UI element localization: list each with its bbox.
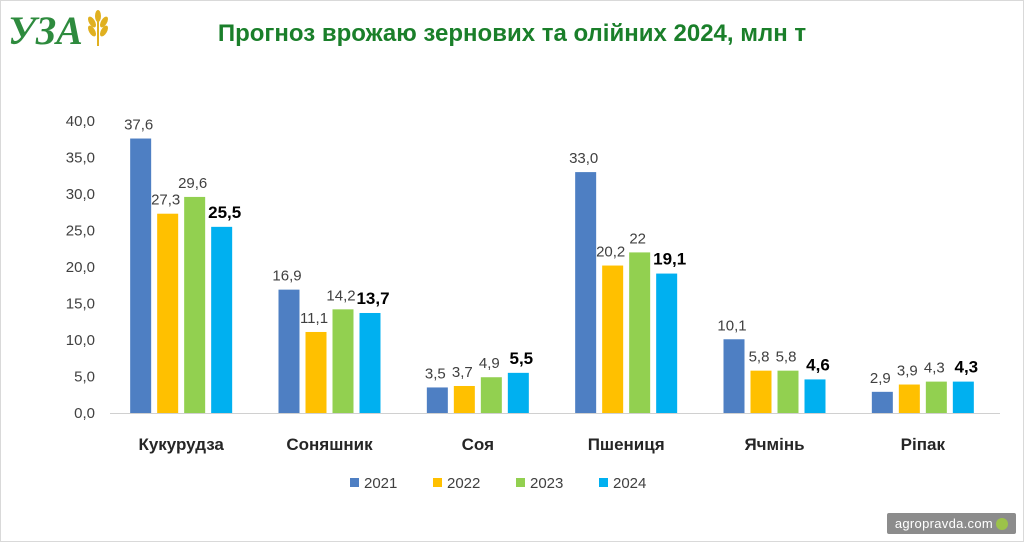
legend-label: 2022 xyxy=(447,475,480,492)
data-label: 4,3 xyxy=(924,360,945,377)
bar xyxy=(184,196,206,413)
category-label: Соняшник xyxy=(286,435,373,454)
bar xyxy=(602,265,624,413)
bar xyxy=(332,309,354,413)
data-label: 14,2 xyxy=(326,287,355,304)
legend-swatch xyxy=(599,478,608,487)
legend-swatch xyxy=(433,478,442,487)
bar xyxy=(629,252,651,413)
wheat-icon xyxy=(88,10,108,46)
chart-title: Прогноз врожаю зернових та олійних 2024,… xyxy=(217,20,807,47)
data-label: 4,9 xyxy=(479,355,500,372)
data-label: 13,7 xyxy=(356,289,389,308)
data-label: 3,7 xyxy=(452,364,473,381)
data-label: 27,3 xyxy=(151,192,180,209)
data-label: 4,3 xyxy=(955,358,979,377)
bar xyxy=(777,370,799,413)
category-label: Ріпак xyxy=(901,435,946,454)
bar xyxy=(305,331,327,413)
bar xyxy=(804,379,826,413)
bar xyxy=(211,226,233,413)
bar xyxy=(871,391,893,413)
bar xyxy=(656,273,678,413)
y-tick-label: 35,0 xyxy=(66,150,95,167)
bar xyxy=(575,172,597,413)
bar xyxy=(898,384,920,413)
data-label: 3,9 xyxy=(897,363,918,380)
legend-swatch xyxy=(516,478,525,487)
category-label: Ячмінь xyxy=(744,435,804,454)
bar xyxy=(453,385,475,413)
y-tick-label: 20,0 xyxy=(66,259,95,276)
watermark-text: agropravda.com xyxy=(894,516,993,531)
data-label: 5,8 xyxy=(776,349,797,366)
bar xyxy=(157,213,179,413)
data-label: 5,5 xyxy=(510,349,534,368)
y-tick-label: 40,0 xyxy=(66,113,95,130)
watermark: agropravda.com xyxy=(886,513,1016,534)
data-label: 33,0 xyxy=(569,150,598,167)
bar xyxy=(723,339,745,413)
globe-icon xyxy=(996,518,1008,530)
bar xyxy=(952,381,974,413)
bar xyxy=(426,387,448,413)
data-label: 10,1 xyxy=(717,317,746,334)
data-label: 37,6 xyxy=(124,117,153,134)
data-label: 22 xyxy=(629,230,646,247)
y-tick-label: 10,0 xyxy=(66,332,95,349)
uza-logo: УЗА xyxy=(8,8,108,50)
y-tick-label: 0,0 xyxy=(74,405,95,422)
category-label: Соя xyxy=(462,435,494,454)
data-label: 5,8 xyxy=(749,349,770,366)
data-label: 3,5 xyxy=(425,365,446,382)
bar xyxy=(750,370,772,413)
data-label: 4,6 xyxy=(806,355,830,374)
data-label: 19,1 xyxy=(653,250,686,269)
legend-label: 2023 xyxy=(530,475,563,492)
legend-label: 2021 xyxy=(364,475,397,492)
logo-text: УЗА xyxy=(8,8,83,50)
y-tick-label: 5,0 xyxy=(74,369,95,386)
data-label: 16,9 xyxy=(272,268,301,285)
bar xyxy=(130,138,152,413)
legend-swatch xyxy=(350,478,359,487)
category-label: Пшениця xyxy=(588,435,665,454)
data-label: 11,1 xyxy=(300,310,328,327)
bar xyxy=(359,312,381,413)
bar xyxy=(278,289,300,413)
y-tick-label: 15,0 xyxy=(66,296,95,313)
y-tick-label: 30,0 xyxy=(66,186,95,203)
bar xyxy=(925,381,947,413)
bar xyxy=(507,372,529,413)
bar xyxy=(480,377,502,413)
data-label: 25,5 xyxy=(208,203,241,222)
y-tick-label: 25,0 xyxy=(66,223,95,240)
data-label: 29,6 xyxy=(178,175,207,192)
data-label: 20,2 xyxy=(596,244,625,261)
legend-label: 2024 xyxy=(613,475,646,492)
category-label: Кукурудза xyxy=(138,435,224,454)
data-label: 2,9 xyxy=(870,370,891,387)
